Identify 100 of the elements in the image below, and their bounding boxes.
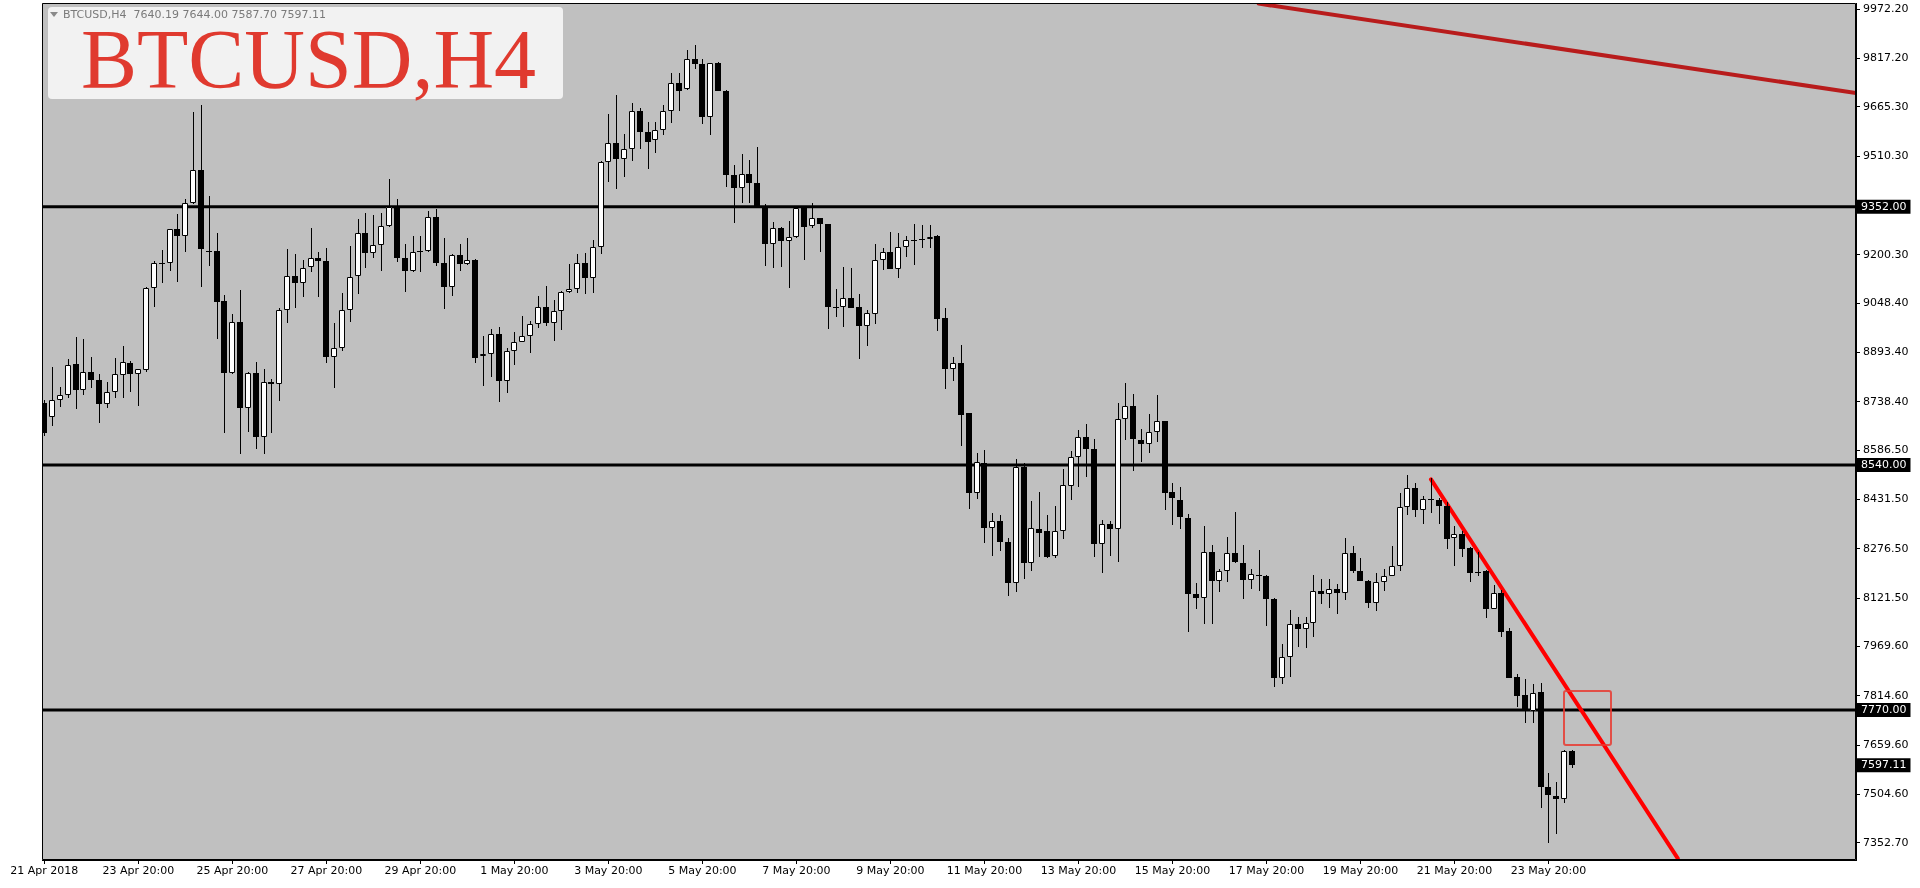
candlestick bbox=[574, 253, 580, 294]
y-tick-label: 7504.60 bbox=[1863, 787, 1909, 801]
candlestick bbox=[864, 309, 870, 347]
x-tick-label: 25 Apr 20:00 bbox=[196, 864, 269, 878]
candlestick bbox=[629, 102, 635, 162]
candlestick bbox=[1342, 537, 1348, 601]
candlestick bbox=[927, 224, 933, 249]
candlestick bbox=[950, 356, 956, 382]
candlestick bbox=[605, 113, 611, 183]
candlestick bbox=[378, 212, 384, 272]
candlestick bbox=[1389, 545, 1395, 577]
candlestick bbox=[1287, 609, 1293, 678]
ref-line-label: 7770.00 bbox=[1861, 703, 1907, 717]
candlestick bbox=[1436, 497, 1442, 525]
candlestick bbox=[1310, 574, 1316, 638]
candlestick bbox=[1381, 568, 1387, 592]
candlestick bbox=[535, 295, 541, 329]
candlestick bbox=[1107, 520, 1113, 557]
candlestick bbox=[511, 331, 517, 366]
y-tick-label: 8893.40 bbox=[1863, 345, 1909, 359]
candlestick bbox=[245, 371, 251, 433]
candlestick bbox=[292, 253, 298, 309]
candlestick bbox=[88, 356, 94, 389]
ref-line-label: 8540.00 bbox=[1861, 458, 1907, 472]
candlestick bbox=[676, 72, 682, 112]
candlestick bbox=[143, 286, 149, 373]
candlestick bbox=[464, 237, 470, 266]
candlestick bbox=[370, 214, 376, 259]
candlestick bbox=[848, 267, 854, 309]
candlestick bbox=[1303, 616, 1309, 649]
candlestick bbox=[80, 338, 86, 396]
candlestick bbox=[707, 62, 713, 136]
candlestick bbox=[613, 94, 619, 190]
x-tick-label: 5 May 20:00 bbox=[668, 864, 737, 878]
y-tick-label: 7659.60 bbox=[1863, 738, 1909, 752]
x-tick-label: 15 May 20:00 bbox=[1134, 864, 1211, 878]
candlestick bbox=[1545, 772, 1551, 844]
candlestick bbox=[770, 221, 776, 269]
candlestick bbox=[104, 381, 110, 409]
candlestick bbox=[331, 322, 337, 389]
candlestick bbox=[229, 313, 235, 375]
y-tick-label: 7814.60 bbox=[1863, 688, 1909, 702]
candlestick bbox=[989, 512, 995, 557]
candlestick bbox=[1224, 536, 1230, 583]
candlestick bbox=[135, 368, 141, 407]
candlestick bbox=[167, 228, 173, 272]
candlestick bbox=[519, 315, 525, 343]
candlestick bbox=[57, 386, 63, 408]
candlestick bbox=[621, 133, 627, 178]
y-tick-label: 8276.50 bbox=[1863, 541, 1909, 555]
candlestick bbox=[1154, 394, 1160, 443]
text: 7597.11 bbox=[1861, 758, 1907, 772]
candlestick bbox=[840, 266, 846, 328]
candlestick bbox=[1451, 525, 1457, 567]
ref-line-label: 9352.00 bbox=[1861, 200, 1907, 214]
candlestick bbox=[1028, 500, 1034, 572]
candlestick bbox=[856, 293, 862, 360]
candlestick bbox=[1216, 568, 1222, 593]
candlestick bbox=[668, 72, 674, 124]
candlestick bbox=[1491, 584, 1497, 610]
x-tick-label: 3 May 20:00 bbox=[574, 864, 643, 878]
candlestick bbox=[1428, 477, 1434, 514]
candlestick bbox=[1420, 495, 1426, 525]
candlestick bbox=[410, 235, 416, 273]
candlestick bbox=[833, 288, 839, 318]
candlestick bbox=[339, 292, 345, 352]
candlestick bbox=[488, 328, 494, 378]
candlestick bbox=[692, 44, 698, 70]
candlestick bbox=[1052, 505, 1058, 559]
candlestick bbox=[817, 217, 823, 253]
candlestick bbox=[417, 235, 423, 273]
candlestick bbox=[1248, 568, 1254, 590]
candlestick bbox=[684, 49, 690, 91]
y-tick-label: 8121.50 bbox=[1863, 591, 1909, 605]
candlestick bbox=[1122, 382, 1128, 441]
candlestick bbox=[49, 366, 55, 427]
candlestick bbox=[425, 210, 431, 253]
candlestick bbox=[1060, 468, 1066, 540]
candlestick bbox=[1553, 781, 1559, 835]
x-tick-label: 29 Apr 20:00 bbox=[384, 864, 457, 878]
candlestick bbox=[120, 345, 126, 399]
y-tick-label: 8431.50 bbox=[1863, 492, 1909, 506]
candlestick bbox=[739, 153, 745, 204]
x-tick-label: 23 May 20:00 bbox=[1510, 864, 1587, 878]
x-tick-label: 19 May 20:00 bbox=[1322, 864, 1399, 878]
y-tick-label: 8586.50 bbox=[1863, 443, 1909, 457]
candlestick bbox=[1318, 578, 1324, 605]
candlestick bbox=[1232, 511, 1238, 564]
x-tick-label: 7 May 20:00 bbox=[762, 864, 831, 878]
candlestick bbox=[527, 320, 533, 354]
y-tick-label: 7352.70 bbox=[1863, 835, 1909, 849]
candlestick bbox=[402, 243, 408, 293]
x-tick-label: 23 Apr 20:00 bbox=[102, 864, 175, 878]
x-tick-label: 21 May 20:00 bbox=[1416, 864, 1493, 878]
candlestick bbox=[590, 239, 596, 294]
candlestick bbox=[1279, 643, 1285, 685]
y-tick-label: 7969.60 bbox=[1863, 639, 1909, 653]
candlestick bbox=[895, 232, 901, 279]
candlestick bbox=[449, 253, 455, 297]
candlestick bbox=[355, 218, 361, 295]
